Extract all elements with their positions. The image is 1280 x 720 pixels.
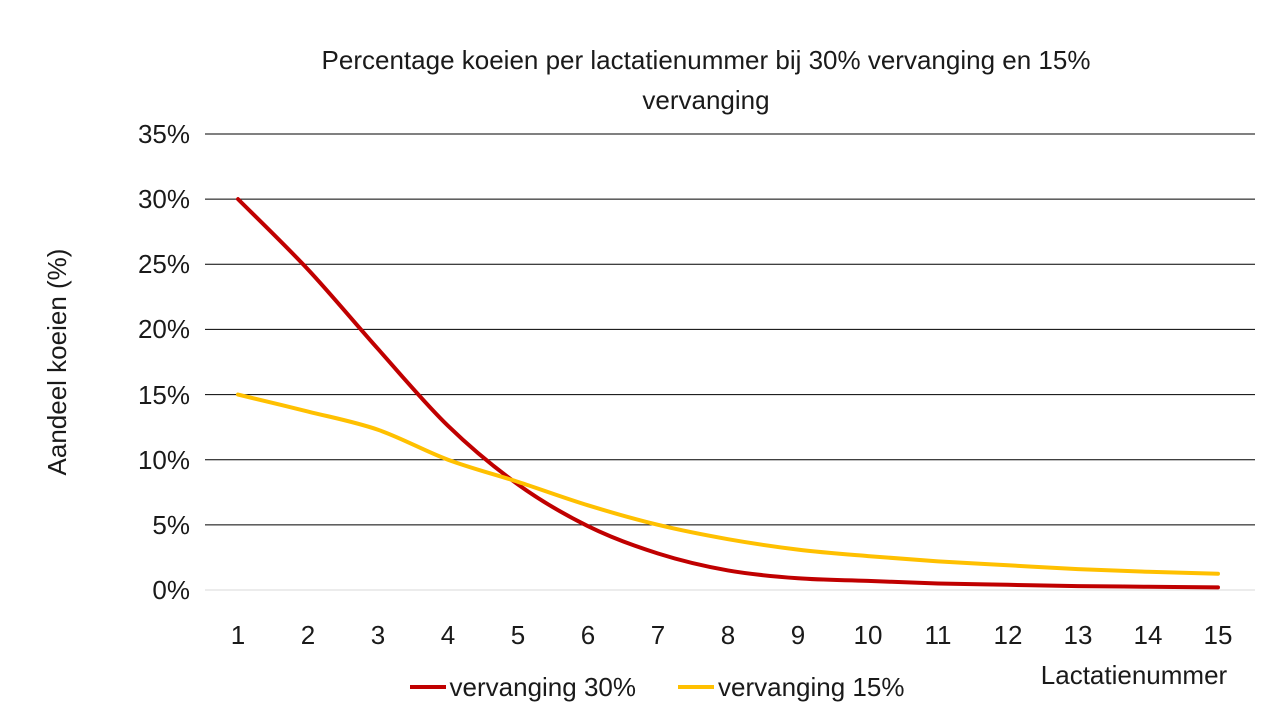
x-tick-label: 4 [440, 620, 456, 650]
legend-item-0: vervanging 30% [409, 671, 636, 703]
x-tick-label: 12 [993, 620, 1023, 650]
x-tick-label: 9 [790, 620, 806, 650]
legend-label: vervanging 30% [449, 672, 636, 702]
series-line-1 [236, 392, 1220, 576]
legend-marker-icon [409, 685, 446, 689]
x-tick-label: 2 [300, 620, 316, 650]
legend-marker-icon [678, 685, 714, 689]
y-tick-label: 5% [152, 509, 190, 540]
y-tick-label: 35% [137, 119, 190, 149]
x-tick-label: 15 [1203, 620, 1233, 650]
x-tick-label: 14 [1133, 620, 1163, 650]
legend-item-1: vervanging 15% [678, 671, 904, 703]
chart-title-line-1: Percentage koeien per lactatienummer bij… [321, 45, 1091, 75]
y-tick-label: 15% [137, 379, 190, 410]
x-tick-label: 11 [924, 620, 952, 650]
y-tick-label: 0% [152, 575, 190, 605]
x-tick-label: 7 [650, 620, 666, 650]
x-tick-label: 5 [510, 620, 526, 650]
y-axis-title: Aandeel koeien (%) [42, 248, 72, 476]
legend: vervanging 30% vervanging 15% [17, 671, 1280, 703]
legend-label: vervanging 15% [718, 672, 905, 702]
y-tick-label: 25% [137, 249, 190, 280]
x-axis-title: Lactatienummer [1040, 660, 1228, 690]
chart-title: Percentage koeien per lactatienummer bij… [133, 40, 1279, 120]
x-tick-label: 13 [1063, 620, 1093, 650]
y-tick-label: 30% [137, 184, 190, 215]
x-tick-label: 8 [720, 620, 736, 650]
y-tick-label: 20% [137, 314, 190, 345]
y-tick-label: 10% [137, 444, 190, 475]
series-line-0 [236, 197, 1220, 590]
x-tick-label: 3 [370, 620, 386, 650]
x-tick-label: 1 [230, 620, 246, 650]
x-tick-label: 10 [853, 620, 883, 650]
x-tick-label: 6 [580, 620, 596, 650]
chart-title-line-2: vervanging [642, 85, 770, 115]
